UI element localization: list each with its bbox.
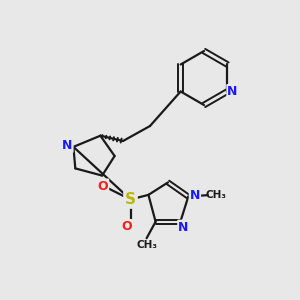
Text: N: N [190,189,200,202]
Text: CH₃: CH₃ [206,190,227,200]
Text: O: O [122,220,132,233]
Text: N: N [178,220,189,234]
Text: N: N [62,139,73,152]
Text: N: N [227,85,238,98]
Text: O: O [98,179,108,193]
Text: CH₃: CH₃ [136,240,157,250]
Text: S: S [125,192,136,207]
